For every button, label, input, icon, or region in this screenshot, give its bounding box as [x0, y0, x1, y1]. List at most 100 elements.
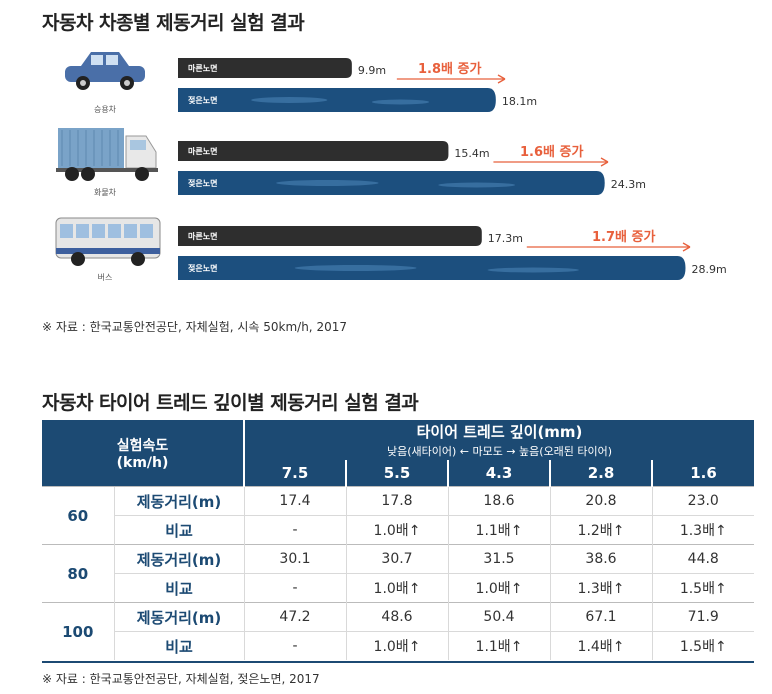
- depth-value: 1.6: [650, 460, 755, 487]
- water-ripple: [487, 267, 579, 273]
- depth-header: 타이어 트레드 깊이(mm) 낮음(새타이어) ← 마모도 → 높음(오래된 타…: [242, 420, 755, 460]
- water-ripple: [371, 99, 430, 105]
- table-cell: 1.3배↑: [549, 573, 652, 603]
- table-title: 자동차 타이어 트레드 깊이별 제동거리 실험 결과: [42, 392, 419, 414]
- bar-dry: [178, 226, 482, 246]
- bar-wet: [178, 171, 605, 195]
- bar-label-dry: 마른노면: [188, 231, 217, 241]
- speed-cell: 60: [42, 486, 114, 545]
- table-cell: 1.1배↑: [447, 631, 550, 660]
- bar-label-wet: 젖은노면: [188, 95, 217, 105]
- speed-header-line1: 실험속도: [116, 438, 169, 454]
- category-label: 승용차: [94, 105, 117, 114]
- table-cell: 47.2: [243, 602, 346, 632]
- table-row: 비교 -1.0배↑ 1.1배↑ 1.4배↑ 1.5배↑: [42, 631, 755, 660]
- truck-window: [130, 140, 146, 150]
- truck-wheel: [135, 167, 149, 181]
- row-label: 제동거리(m): [113, 486, 245, 516]
- water-ripple: [438, 182, 516, 188]
- table-body: 60 제동거리(m) 17.4 17.8 18.6 20.8 23.0 비교 -1.0배↑ 1.1…: [42, 486, 755, 660]
- car-hub: [80, 80, 86, 86]
- value-label-wet: 28.9m: [691, 263, 726, 276]
- truck-icon: [56, 128, 158, 181]
- table-cell: -: [243, 573, 346, 603]
- table-row: 80 제동거리(m) 30.1 30.7 31.5 38.6 44.8: [42, 544, 755, 603]
- truck-wheel: [65, 167, 79, 181]
- bus-window: [124, 224, 137, 238]
- table-cell: 1.0배↑: [345, 515, 448, 545]
- bar-label-dry: 마른노면: [188, 146, 217, 156]
- table-cell: 20.8: [549, 486, 652, 516]
- bus-wheel: [71, 252, 85, 266]
- table-cell: -: [243, 515, 346, 545]
- value-label-wet: 18.1m: [502, 95, 537, 108]
- table-cell: 17.8: [345, 486, 448, 516]
- bus-window: [108, 224, 121, 238]
- speed-cell: 100: [42, 602, 114, 660]
- category-label: 버스: [98, 272, 113, 282]
- table-cell: 67.1: [549, 602, 652, 632]
- bar-wet: [178, 256, 686, 280]
- table-cell: 1.3배↑: [651, 515, 755, 545]
- tread-depth-table: 실험속도 (km/h) 타이어 트레드 깊이(mm) 낮음(새타이어) ← 마모…: [42, 420, 755, 660]
- bar-label-dry: 마른노면: [188, 63, 217, 73]
- bus-window: [76, 224, 89, 238]
- table-cell: 1.4배↑: [549, 631, 652, 660]
- bar-label-wet: 젖은노면: [188, 178, 217, 188]
- increase-arrow-head: [497, 74, 506, 84]
- depth-value: 5.5: [345, 460, 448, 487]
- table-cell: 18.6: [447, 486, 550, 516]
- value-label-dry: 15.4m: [454, 147, 489, 160]
- source-note-2: ※ 자료 : 한국교통안전공단, 자체실험, 젖은노면, 2017: [42, 672, 320, 686]
- row-label: 제동거리(m): [113, 602, 245, 632]
- bus-window: [140, 224, 153, 238]
- value-label-dry: 9.9m: [358, 64, 386, 77]
- row-label: 비교: [113, 573, 245, 603]
- depth-header-subtitle: 낮음(새타이어) ← 마모도 → 높음(오래된 타이어): [386, 445, 613, 458]
- car-hub: [124, 80, 130, 86]
- increase-annotation: 1.6배 증가: [520, 144, 583, 160]
- table-cell: 23.0: [651, 486, 755, 516]
- value-label-dry: 17.3m: [488, 232, 523, 245]
- table-cell: 71.9: [651, 602, 755, 632]
- speed-header: 실험속도 (km/h): [42, 420, 244, 487]
- bus-window: [92, 224, 105, 238]
- table-cell: 30.1: [243, 544, 346, 574]
- bus-stripe: [56, 248, 160, 254]
- table-cell: 50.4: [447, 602, 550, 632]
- table-cell: 31.5: [447, 544, 550, 574]
- table-cell: 1.0배↑: [345, 573, 448, 603]
- bar-dry: [178, 141, 449, 161]
- depth-header-title: 타이어 트레드 깊이(mm): [416, 423, 583, 441]
- table-cell: 38.6: [549, 544, 652, 574]
- bus-window: [60, 224, 73, 238]
- speed-header-line2: (km/h): [116, 455, 169, 471]
- depth-row: 7.5 5.5 4.3 2.8 1.6: [42, 460, 755, 487]
- increase-arrow-head: [682, 242, 691, 252]
- value-label-wet: 24.3m: [611, 178, 646, 191]
- source-note-1: ※ 자료 : 한국교통안전공단, 자체실험, 시속 50km/h, 2017: [42, 320, 347, 334]
- car-roof: [81, 52, 129, 66]
- increase-arrow-head: [600, 157, 609, 167]
- bar-label-wet: 젖은노면: [188, 263, 217, 273]
- table-cell: 44.8: [651, 544, 755, 574]
- car-icon: [65, 52, 145, 90]
- category-label: 화물차: [94, 188, 117, 197]
- depth-value: 4.3: [447, 460, 550, 487]
- table-cell: 30.7: [345, 544, 448, 574]
- car-window: [106, 55, 118, 65]
- table-cell: 1.5배↑: [651, 631, 755, 660]
- table-bottom-rule: [42, 661, 754, 663]
- depth-value: 2.8: [549, 460, 652, 487]
- increase-annotation: 1.7배 증가: [592, 229, 655, 245]
- increase-annotation: 1.8배 증가: [418, 61, 481, 77]
- speed-cell: 80: [42, 544, 114, 603]
- truck-chassis: [56, 168, 158, 172]
- row-label: 제동거리(m): [113, 544, 245, 574]
- table-cell: 17.4: [243, 486, 346, 516]
- bar-wet: [178, 88, 496, 112]
- row-label: 비교: [113, 631, 245, 660]
- truck-container: [58, 128, 124, 168]
- depth-value: 7.5: [243, 460, 346, 487]
